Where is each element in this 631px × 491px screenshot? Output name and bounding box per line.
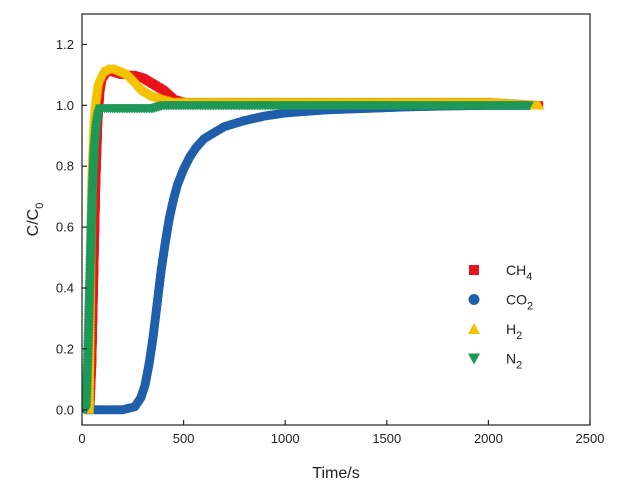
x-tick-label: 1500 (372, 431, 401, 446)
legend-label-subscript: 2 (527, 301, 533, 313)
legend-item-H2: H2 (468, 321, 522, 342)
legend-label-CO2: CO2 (506, 292, 533, 313)
y-tick-label: 0.4 (56, 281, 74, 296)
data-point-H2 (534, 100, 545, 110)
x-tick-label: 1000 (271, 431, 300, 446)
legend-label-main: H (506, 321, 516, 337)
series-N2 (81, 101, 535, 415)
y-axis: 0.0 0.2 0.4 0.6 0.8 1.0 1.2 (56, 37, 87, 417)
y-tick-label: 0.0 (56, 402, 74, 417)
legend-label-CH4: CH4 (506, 262, 532, 283)
legend-label-subscript: 2 (516, 330, 522, 342)
y-axis-title-main: C/C (25, 209, 42, 237)
y-tick-label: 0.8 (56, 159, 74, 174)
plot-marks (81, 63, 545, 415)
legend-item-CH4: CH4 (469, 262, 532, 283)
legend-label-main: N (506, 351, 516, 367)
series-CO2 (81, 100, 534, 415)
legend-label-N2: N2 (506, 351, 522, 372)
y-axis-title: C/C0 (25, 203, 46, 237)
legend-label-main: CH (506, 262, 526, 278)
y-tick-label: 1.2 (56, 37, 74, 52)
x-tick-label: 2000 (474, 431, 503, 446)
legend-marker-N2 (468, 353, 480, 365)
y-tick-label: 1.0 (56, 98, 74, 113)
legend-marker-H2 (468, 323, 480, 334)
x-axis: 0 500 1000 1500 2000 2500 (78, 420, 604, 446)
legend-label-H2: H2 (506, 321, 522, 342)
data-point-N2 (524, 101, 535, 111)
plot-frame (81, 13, 591, 426)
y-axis-title-subscript: 0 (34, 203, 46, 209)
legend-item-CO2: CO2 (468, 292, 533, 313)
x-tick-label: 2500 (576, 431, 605, 446)
y-tick-label: 0.6 (56, 220, 74, 235)
legend-marker-CO2 (468, 294, 480, 305)
x-tick-label: 500 (173, 431, 195, 446)
legend-label-subscript: 2 (516, 360, 522, 372)
y-tick-label: 0.2 (56, 341, 74, 356)
legend-label-subscript: 4 (526, 271, 532, 283)
legend-item-N2: N2 (468, 351, 522, 372)
legend-label-main: CO (506, 292, 527, 308)
x-axis-title: Time/s (312, 465, 359, 482)
x-tick-label: 0 (78, 431, 85, 446)
legend-marker-CH4 (469, 265, 479, 275)
